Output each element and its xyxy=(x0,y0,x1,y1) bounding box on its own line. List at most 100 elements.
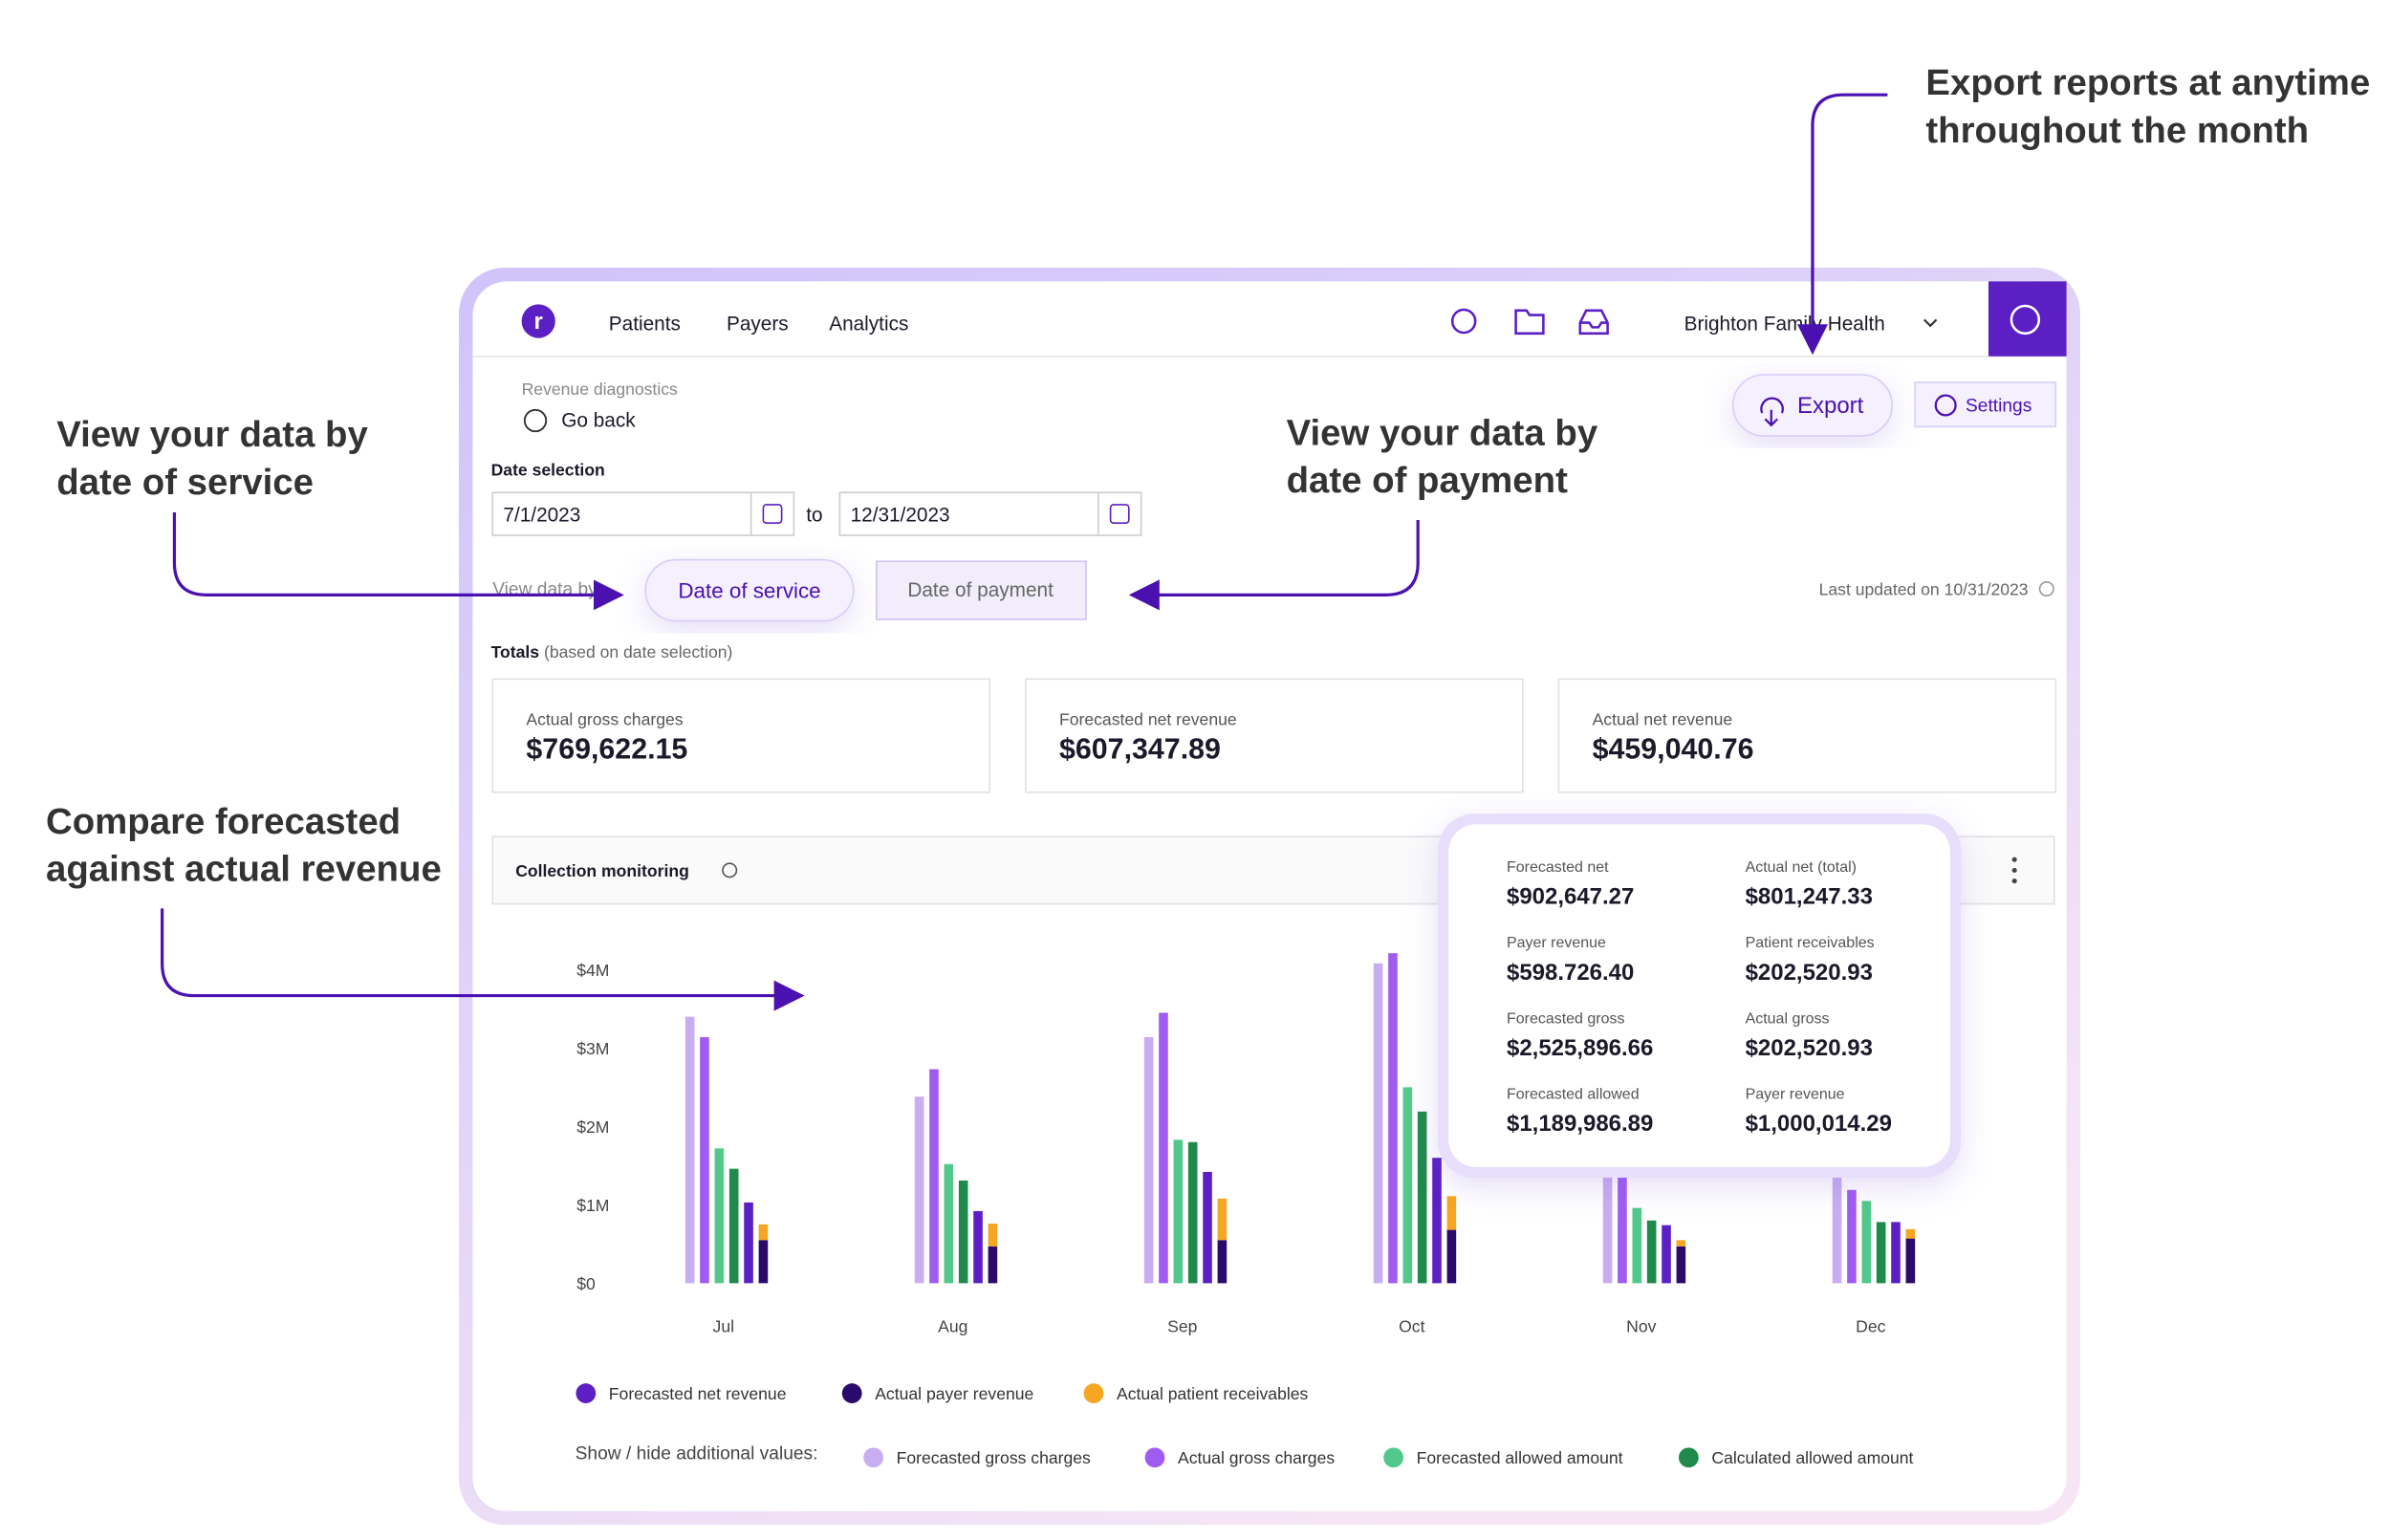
total-value: $459,040.76 xyxy=(1593,733,1754,766)
y-tick-label: $4M xyxy=(576,961,609,980)
tooltip-value: $202,520.93 xyxy=(1746,1035,1873,1061)
tooltip-value: $202,520.93 xyxy=(1746,960,1873,986)
legend-label: Calculated allowed amount xyxy=(1711,1448,1913,1467)
bar xyxy=(1832,1158,1842,1284)
info-icon xyxy=(722,862,738,878)
search-icon[interactable] xyxy=(1450,308,1477,335)
more-menu[interactable] xyxy=(2011,857,2017,884)
x-tick-label: Jul xyxy=(713,1317,734,1336)
bar xyxy=(1217,1240,1228,1284)
total-value: $607,347.89 xyxy=(1059,733,1221,766)
y-tick-label: $3M xyxy=(576,1039,609,1058)
bar xyxy=(1173,1139,1184,1284)
tooltip-value: $2,525,896.66 xyxy=(1507,1035,1653,1061)
total-card xyxy=(1557,678,2057,793)
legend-marker xyxy=(841,1383,862,1403)
legend-marker xyxy=(1083,1383,1104,1403)
view-label: View data by: xyxy=(492,579,602,599)
arrow xyxy=(161,908,805,1011)
tooltip-label: Patient receivables xyxy=(1746,935,1875,951)
x-tick-label: Sep xyxy=(1167,1317,1198,1336)
nav-link[interactable]: Analytics xyxy=(829,314,908,336)
tooltip-label: Actual gross xyxy=(1746,1010,1830,1027)
date-to-label: to xyxy=(806,505,822,527)
bar xyxy=(1847,1189,1857,1284)
help-button[interactable] xyxy=(1988,281,2067,357)
total-label: Actual gross charges xyxy=(526,709,683,728)
legend-marker xyxy=(1678,1447,1699,1468)
y-tick-label: $0 xyxy=(576,1274,596,1293)
bar xyxy=(1632,1207,1642,1284)
y-tick-label: $2M xyxy=(576,1117,609,1137)
inbox-icon[interactable] xyxy=(1578,309,1609,336)
bar xyxy=(1159,1012,1168,1284)
bar xyxy=(1676,1240,1686,1247)
bar xyxy=(973,1210,983,1284)
tooltip-value: $801,247.33 xyxy=(1746,884,1873,910)
logo[interactable] xyxy=(521,304,555,338)
total-card xyxy=(1025,678,1524,793)
toggle-active[interactable] xyxy=(644,558,855,622)
totals-note: (based on date selection) xyxy=(544,642,732,662)
date-input[interactable] xyxy=(838,491,1142,536)
export-icon xyxy=(1760,397,1784,427)
total-card xyxy=(491,678,991,793)
arrow xyxy=(1796,93,1888,356)
total-label: Actual net revenue xyxy=(1593,709,1733,728)
bar xyxy=(714,1148,725,1284)
date-from: 7/1/2023 xyxy=(503,505,580,527)
legend-marker xyxy=(863,1447,884,1468)
bar xyxy=(1646,1220,1657,1284)
bar xyxy=(929,1069,939,1284)
export-label: Export xyxy=(1797,393,1864,419)
bar xyxy=(684,1016,695,1284)
toggle-label: Date of payment xyxy=(907,579,1054,601)
legend-marker xyxy=(1144,1447,1165,1468)
bar xyxy=(1187,1141,1198,1284)
calendar-icon[interactable] xyxy=(762,504,783,524)
bar xyxy=(1388,953,1398,1284)
info-icon xyxy=(2038,580,2054,596)
breadcrumb: Revenue diagnostics xyxy=(522,380,678,399)
arrow xyxy=(1128,519,1420,611)
annotation: throughout the month xyxy=(1925,110,2309,151)
legend-label: Forecasted allowed amount xyxy=(1417,1448,1623,1467)
x-tick-label: Nov xyxy=(1626,1317,1656,1336)
back-icon[interactable] xyxy=(523,408,548,433)
toggle[interactable] xyxy=(876,560,1087,620)
bar xyxy=(1662,1225,1671,1284)
total-label: Forecasted net revenue xyxy=(1059,709,1237,728)
x-tick-label: Dec xyxy=(1856,1317,1885,1336)
bar xyxy=(914,1096,924,1284)
legend-prefix: Show / hide additional values: xyxy=(576,1443,818,1464)
folder-icon[interactable] xyxy=(1514,309,1545,336)
annotation: date of payment xyxy=(1287,460,1568,501)
back-link[interactable]: Go back xyxy=(561,409,636,431)
date-input[interactable] xyxy=(491,491,795,536)
totals-cards: Actual gross charges $769,622.15 Forecaste… xyxy=(491,678,2057,793)
help-icon xyxy=(2010,304,2041,336)
org-name[interactable]: Brighton Family Health xyxy=(1684,314,1885,336)
bar xyxy=(944,1163,954,1284)
annotation: Compare forecasted xyxy=(46,801,401,842)
calendar-icon[interactable] xyxy=(1109,504,1130,524)
tooltip-label: Payer revenue xyxy=(1507,935,1606,951)
bar xyxy=(1905,1228,1916,1239)
bar xyxy=(700,1036,709,1284)
annotation: View your data by xyxy=(1287,413,1598,454)
bar xyxy=(744,1202,753,1284)
legend-label: Actual gross charges xyxy=(1178,1448,1335,1467)
nav-link[interactable]: Payers xyxy=(727,314,789,336)
legend-label: Actual payer revenue xyxy=(875,1384,1033,1403)
nav-link[interactable]: Patients xyxy=(609,314,681,336)
tooltip-value: $902,647.27 xyxy=(1507,884,1634,910)
bar xyxy=(1676,1246,1686,1284)
settings-button[interactable] xyxy=(1914,381,2057,428)
bar xyxy=(988,1224,998,1247)
annotation: Export reports at anytime xyxy=(1925,62,2370,103)
bar xyxy=(1402,1087,1413,1284)
legend-label: Forecasted net revenue xyxy=(609,1384,787,1403)
export-button[interactable] xyxy=(1731,374,1893,437)
bar xyxy=(758,1224,769,1241)
